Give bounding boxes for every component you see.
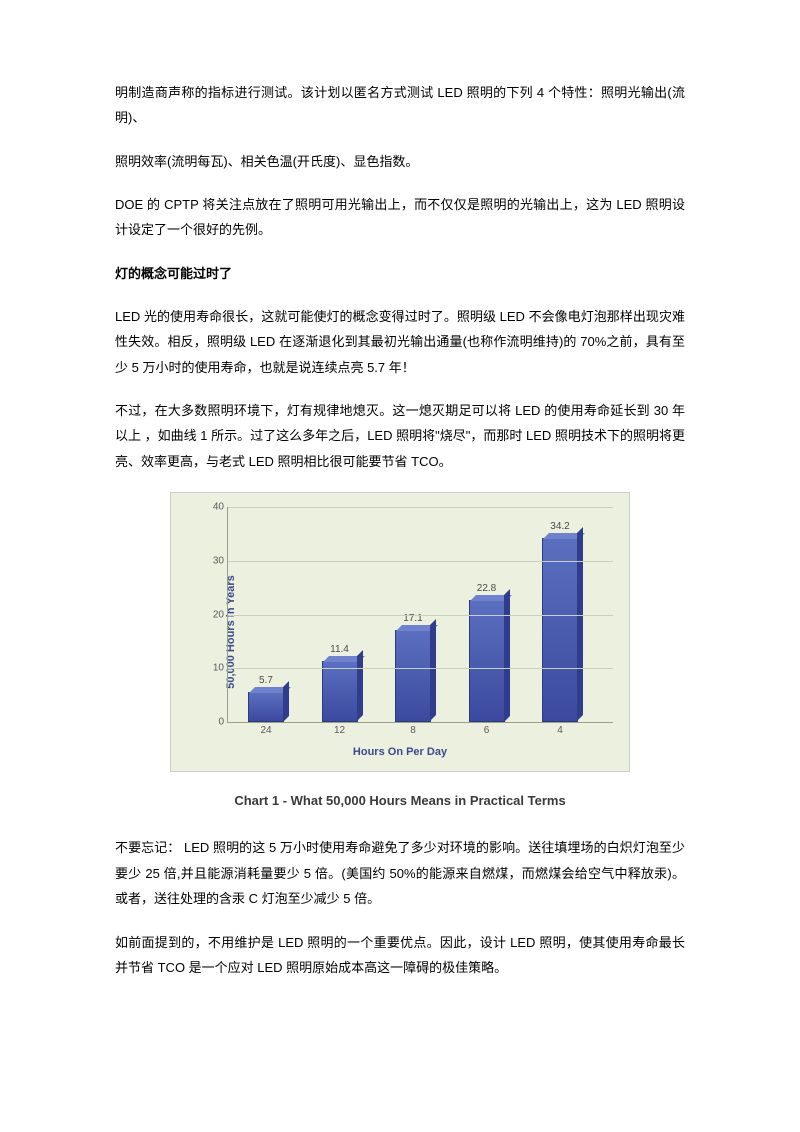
chart-x-tick: 4	[542, 721, 578, 741]
chart-y-tick: 20	[206, 605, 224, 625]
bar-chart: 50,000 Hours in Years 5.711.417.122.834.…	[170, 492, 630, 772]
chart-bar-value-label: 11.4	[330, 640, 349, 660]
chart-x-tick: 24	[248, 721, 284, 741]
chart-bar: 34.2	[542, 538, 578, 722]
chart-x-axis-label: Hours On Per Day	[171, 742, 629, 763]
chart-bar: 22.8	[469, 600, 505, 723]
chart-bar-value-label: 34.2	[550, 517, 569, 537]
paragraph: DOE 的 CPTP 将关注点放在了照明可用光输出上，而不仅仅是照明的光输出上，…	[115, 192, 685, 243]
chart-y-tick: 40	[206, 497, 224, 517]
paragraph: 如前面提到的，不用维护是 LED 照明的一个重要优点。因此，设计 LED 照明，…	[115, 930, 685, 981]
chart-bar-side-face	[504, 589, 510, 722]
chart-bar-side-face	[357, 650, 363, 721]
chart-gridline	[228, 668, 613, 669]
paragraph: LED 光的使用寿命很长，这就可能使灯的概念变得过时了。照明级 LED 不会像电…	[115, 304, 685, 380]
chart-x-tick: 12	[322, 721, 358, 741]
chart-y-tick: 10	[206, 659, 224, 679]
section-heading: 灯的概念可能过时了	[115, 261, 685, 286]
chart-bar-side-face	[430, 619, 436, 721]
chart-gridline	[228, 615, 613, 616]
paragraph: 不要忘记： LED 照明的这 5 万小时使用寿命避免了多少对环境的影响。送往填埋…	[115, 835, 685, 911]
chart-bar: 17.1	[395, 630, 431, 722]
chart-gridline	[228, 561, 613, 562]
chart-bar: 5.7	[248, 692, 284, 723]
chart-y-tick: 0	[206, 712, 224, 732]
chart-bar-side-face	[577, 527, 583, 721]
chart-bar-side-face	[283, 681, 289, 722]
chart-bar-value-label: 22.8	[477, 579, 496, 599]
chart-bar-value-label: 17.1	[403, 609, 422, 629]
paragraph: 明制造商声称的指标进行测试。该计划以匿名方式测试 LED 照明的下列 4 个特性…	[115, 80, 685, 131]
chart-caption: Chart 1 - What 50,000 Hours Means in Pra…	[170, 788, 630, 813]
chart-bar: 11.4	[322, 661, 358, 722]
chart-bar-value-label: 5.7	[259, 671, 273, 691]
paragraph: 不过，在大多数照明环境下，灯有规律地熄灭。这一熄灭期足可以将 LED 的使用寿命…	[115, 398, 685, 474]
document-page: 明制造商声称的指标进行测试。该计划以匿名方式测试 LED 照明的下列 4 个特性…	[0, 0, 800, 1078]
chart-y-tick: 30	[206, 551, 224, 571]
paragraph: 照明效率(流明每瓦)、相关色温(开氏度)、显色指数。	[115, 149, 685, 174]
chart-plot-area: 5.711.417.122.834.2 0102030402412864	[227, 507, 613, 723]
chart-gridline	[228, 507, 613, 508]
chart-x-tick: 6	[469, 721, 505, 741]
chart-container: 50,000 Hours in Years 5.711.417.122.834.…	[170, 492, 630, 813]
chart-x-tick: 8	[395, 721, 431, 741]
